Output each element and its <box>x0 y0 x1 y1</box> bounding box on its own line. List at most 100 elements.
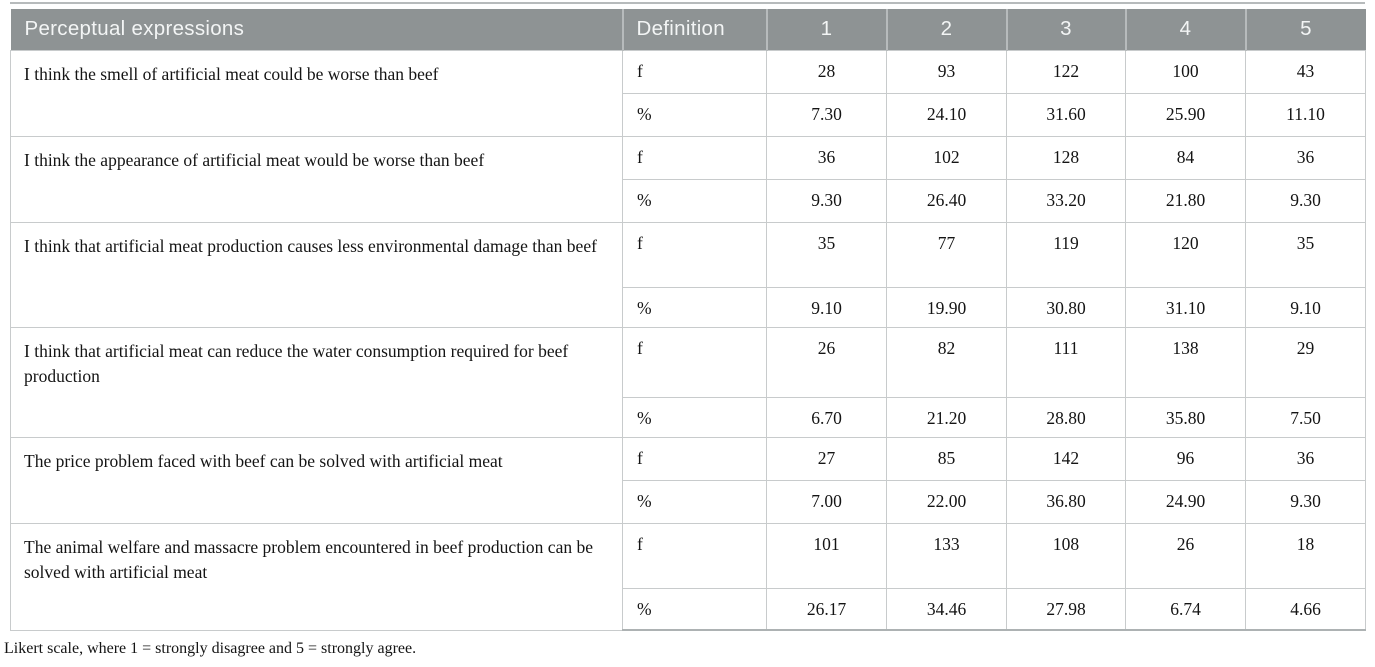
value-cell: 77 <box>886 221 1007 288</box>
value-cell: 6.70 <box>766 396 887 438</box>
expression-cell: The price problem faced with beef can be… <box>10 436 623 524</box>
value-cell: 19.90 <box>886 286 1007 328</box>
header-scale-3: 3 <box>1005 9 1126 50</box>
definition-f-label: f <box>622 49 767 94</box>
value-cell: 6.74 <box>1125 587 1246 631</box>
value-cell: 138 <box>1125 326 1246 398</box>
value-cell: 27.98 <box>1006 587 1126 631</box>
value-cell: 9.30 <box>1245 178 1366 223</box>
value-cell: 9.10 <box>766 286 887 328</box>
header-scale-4: 4 <box>1124 9 1246 50</box>
value-cell: 28.80 <box>1006 396 1126 438</box>
definition-pct-label: % <box>622 479 767 524</box>
value-cell: 33.20 <box>1006 178 1126 223</box>
value-cell: 28 <box>766 49 887 94</box>
expression-cell: I think that artificial meat can reduce … <box>10 326 623 438</box>
value-cell: 84 <box>1125 135 1246 180</box>
table-row-percent: % 9.30 26.40 33.20 21.80 9.30 <box>11 178 1366 223</box>
value-cell: 9.30 <box>1245 479 1366 524</box>
value-cell: 128 <box>1006 135 1126 180</box>
table-top-rule <box>10 2 1365 4</box>
value-cell: 133 <box>886 522 1007 589</box>
header-row: Perceptual expressions Definition 1 2 3 … <box>10 9 1366 50</box>
value-cell: 85 <box>886 436 1007 481</box>
table-row-frequency: I think that artificial meat can reduce … <box>10 326 1366 438</box>
definition-f-label: f <box>622 326 767 398</box>
expression-cell: I think the appearance of artificial mea… <box>10 135 623 223</box>
definition-pct-label: % <box>622 396 767 438</box>
value-cell: 7.50 <box>1245 396 1366 438</box>
value-cell: 26 <box>766 326 887 398</box>
expression-cell: I think the smell of artificial meat cou… <box>10 49 623 137</box>
value-cell: 101 <box>766 522 887 589</box>
definition-f-label: f <box>622 522 767 589</box>
table-footnote: Likert scale, where 1 = strongly disagre… <box>4 640 417 657</box>
value-cell: 36.80 <box>1006 479 1126 524</box>
header-perceptual-expressions: Perceptual expressions <box>10 9 623 50</box>
header-definition: Definition <box>621 9 767 50</box>
value-cell: 31.60 <box>1006 92 1126 137</box>
table-row-frequency: I think that artificial meat production … <box>10 221 1366 328</box>
value-cell: 7.00 <box>766 479 887 524</box>
value-cell: 36 <box>766 135 887 180</box>
value-cell: 36 <box>1245 135 1366 180</box>
value-cell: 22.00 <box>886 479 1007 524</box>
value-cell: 108 <box>1006 522 1126 589</box>
definition-pct-label: % <box>622 92 767 137</box>
table-row-frequency: I think the appearance of artificial mea… <box>10 135 1366 223</box>
header-scale-1: 1 <box>765 9 887 50</box>
value-cell: 21.80 <box>1125 178 1246 223</box>
value-cell: 111 <box>1006 326 1126 398</box>
table-row-frequency: I think the smell of artificial meat cou… <box>10 49 1366 137</box>
definition-pct-label: % <box>622 178 767 223</box>
header-scale-2: 2 <box>885 9 1007 50</box>
value-cell: 120 <box>1125 221 1246 288</box>
value-cell: 102 <box>886 135 1007 180</box>
value-cell: 21.20 <box>886 396 1007 438</box>
definition-f-label: f <box>622 135 767 180</box>
table-row-percent: % 9.10 19.90 30.80 31.10 9.10 <box>11 286 1366 328</box>
value-cell: 119 <box>1006 221 1126 288</box>
definition-f-label: f <box>622 221 767 288</box>
value-cell: 4.66 <box>1245 587 1366 631</box>
definition-f-label: f <box>622 436 767 481</box>
table-row-frequency: The animal welfare and massacre problem … <box>10 522 1366 631</box>
table-row-percent: % 6.70 21.20 28.80 35.80 7.50 <box>11 396 1366 438</box>
value-cell: 29 <box>1245 326 1366 398</box>
value-cell: 34.46 <box>886 587 1007 631</box>
value-cell: 30.80 <box>1006 286 1126 328</box>
value-cell: 26.40 <box>886 178 1007 223</box>
value-cell: 25.90 <box>1125 92 1246 137</box>
expression-cell: The animal welfare and massacre problem … <box>10 522 623 631</box>
table-row-percent: % 7.00 22.00 36.80 24.90 9.30 <box>11 479 1366 524</box>
value-cell: 11.10 <box>1245 92 1366 137</box>
value-cell: 31.10 <box>1125 286 1246 328</box>
value-cell: 36 <box>1245 436 1366 481</box>
expression-cell: I think that artificial meat production … <box>10 221 623 328</box>
value-cell: 18 <box>1245 522 1366 589</box>
value-cell: 27 <box>766 436 887 481</box>
value-cell: 93 <box>886 49 1007 94</box>
table-row-percent: % 7.30 24.10 31.60 25.90 11.10 <box>11 92 1366 137</box>
value-cell: 35 <box>766 221 887 288</box>
table-row-percent: % 26.17 34.46 27.98 6.74 4.66 <box>11 587 1366 631</box>
value-cell: 26.17 <box>766 587 887 631</box>
definition-pct-label: % <box>622 587 767 631</box>
value-cell: 35.80 <box>1125 396 1246 438</box>
value-cell: 24.90 <box>1125 479 1246 524</box>
value-cell: 9.30 <box>766 178 887 223</box>
header-scale-5: 5 <box>1244 9 1366 50</box>
value-cell: 100 <box>1125 49 1246 94</box>
value-cell: 24.10 <box>886 92 1007 137</box>
value-cell: 96 <box>1125 436 1246 481</box>
value-cell: 82 <box>886 326 1007 398</box>
table-row-frequency: The price problem faced with beef can be… <box>10 436 1366 524</box>
value-cell: 43 <box>1245 49 1366 94</box>
definition-pct-label: % <box>622 286 767 328</box>
value-cell: 26 <box>1125 522 1246 589</box>
value-cell: 122 <box>1006 49 1126 94</box>
value-cell: 9.10 <box>1245 286 1366 328</box>
value-cell: 35 <box>1245 221 1366 288</box>
value-cell: 142 <box>1006 436 1126 481</box>
